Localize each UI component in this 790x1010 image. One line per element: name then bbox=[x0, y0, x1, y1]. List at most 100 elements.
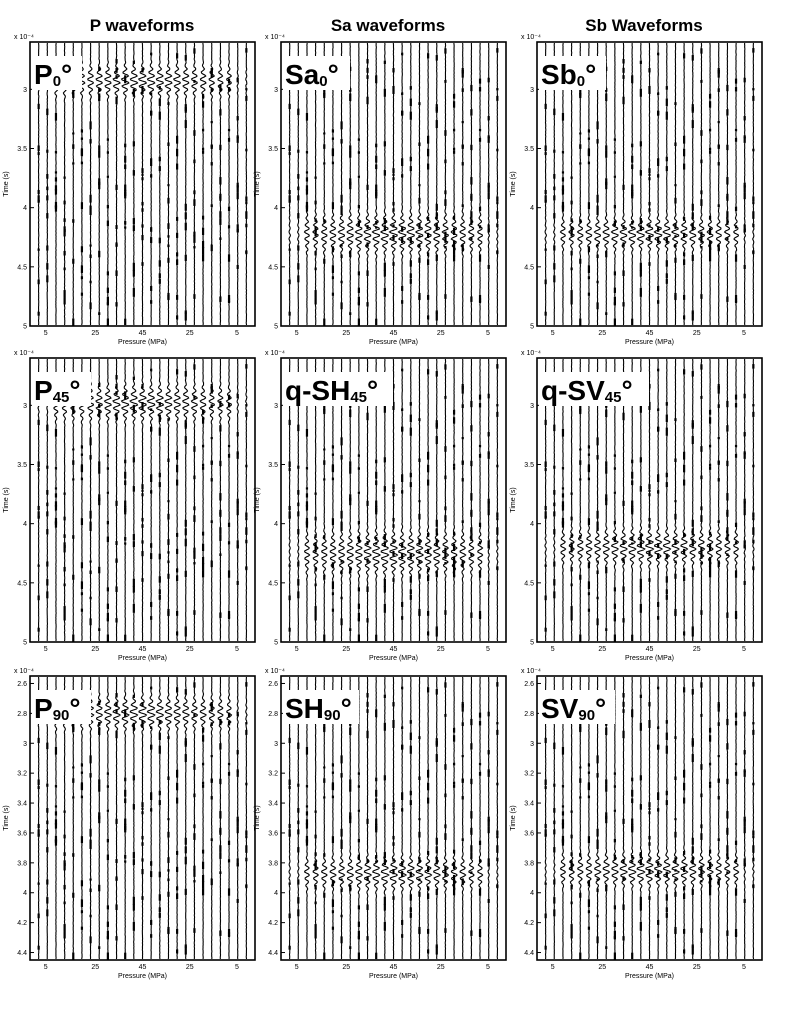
trace-sample bbox=[349, 66, 352, 71]
trace-sample bbox=[106, 138, 109, 141]
trace-sample bbox=[89, 524, 92, 531]
trace-sample bbox=[46, 490, 49, 495]
trace-sample bbox=[435, 689, 438, 695]
trace-line bbox=[208, 42, 216, 326]
trace-sample bbox=[167, 235, 170, 238]
trace-sample bbox=[80, 161, 84, 165]
trace-sample bbox=[210, 460, 213, 465]
trace-line bbox=[181, 358, 190, 642]
trace-sample bbox=[141, 493, 144, 497]
y-tick-label: 4.5 bbox=[268, 264, 278, 271]
trace-sample bbox=[227, 712, 231, 718]
trace-sample bbox=[54, 785, 58, 788]
trace-sample bbox=[297, 502, 300, 507]
trace-sample bbox=[46, 195, 49, 201]
trace-sample bbox=[631, 777, 634, 782]
trace-sample bbox=[124, 952, 127, 960]
trace-sample bbox=[639, 852, 642, 859]
trace-sample bbox=[648, 168, 651, 174]
trace-sample bbox=[418, 500, 421, 503]
trace-sample bbox=[98, 466, 101, 474]
trace-sample bbox=[691, 754, 694, 763]
trace-sample bbox=[89, 560, 92, 563]
trace-sample bbox=[305, 505, 309, 511]
trace-sample bbox=[297, 579, 300, 586]
x-tick-label: 5 bbox=[551, 964, 555, 971]
trace-sample bbox=[80, 445, 84, 449]
trace-sample bbox=[167, 857, 170, 863]
trace-sample bbox=[726, 144, 729, 151]
trace-sample bbox=[98, 812, 101, 820]
trace-sample bbox=[743, 580, 746, 585]
trace-sample bbox=[674, 257, 677, 263]
trace-sample bbox=[383, 141, 386, 147]
trace-sample bbox=[236, 816, 239, 822]
trace-sample bbox=[470, 778, 473, 785]
trace-sample bbox=[349, 812, 352, 820]
trace-sample bbox=[106, 785, 109, 788]
trace-sample bbox=[622, 818, 625, 824]
trace-sample bbox=[487, 501, 490, 509]
trace-sample bbox=[691, 626, 694, 630]
trace-sample bbox=[54, 112, 58, 121]
trace-sample bbox=[444, 793, 447, 798]
trace-sample bbox=[613, 905, 616, 910]
trace-sample bbox=[63, 613, 66, 621]
trace-sample bbox=[639, 457, 642, 463]
trace-sample bbox=[622, 558, 625, 563]
trace-sample bbox=[743, 858, 746, 867]
trace-sample bbox=[115, 96, 118, 105]
waveform-label-degree: ° bbox=[341, 693, 352, 724]
trace-line bbox=[441, 676, 450, 960]
trace-sample bbox=[201, 409, 205, 415]
trace-sample bbox=[561, 517, 565, 524]
trace-sample bbox=[613, 772, 616, 775]
trace-sample bbox=[106, 618, 109, 622]
trace-sample bbox=[124, 75, 127, 84]
trace-sample bbox=[487, 711, 490, 717]
x-tick-label: 5 bbox=[486, 330, 490, 337]
trace-sample bbox=[401, 616, 404, 620]
trace-sample bbox=[708, 466, 712, 470]
trace-sample bbox=[752, 464, 755, 468]
trace-sample bbox=[115, 558, 118, 563]
label-background bbox=[539, 56, 606, 90]
trace-line bbox=[164, 358, 173, 642]
trace-sample bbox=[418, 184, 421, 187]
trace-sample bbox=[708, 417, 712, 424]
trace-sample bbox=[487, 264, 490, 269]
trace-sample bbox=[72, 318, 75, 327]
trace-sample bbox=[553, 783, 556, 787]
trace-sample bbox=[124, 500, 127, 508]
trace-line bbox=[354, 43, 363, 326]
trace-sample bbox=[700, 869, 703, 877]
trace-sample bbox=[383, 541, 386, 548]
trace-sample bbox=[418, 197, 421, 204]
trace-sample bbox=[496, 722, 499, 725]
trace-sample bbox=[631, 823, 634, 831]
trace-sample bbox=[665, 472, 668, 478]
trace-sample bbox=[314, 545, 317, 553]
trace-sample bbox=[553, 490, 556, 495]
trace-sample bbox=[106, 204, 109, 209]
trace-sample bbox=[683, 928, 686, 934]
trace-sample bbox=[613, 151, 616, 154]
trace-sample bbox=[596, 757, 599, 764]
trace-sample bbox=[297, 275, 300, 283]
trace-sample bbox=[418, 869, 421, 872]
trace-sample bbox=[544, 311, 547, 316]
trace-sample bbox=[201, 543, 205, 551]
trace-sample bbox=[375, 318, 378, 326]
trace-sample bbox=[579, 892, 582, 898]
trace-sample bbox=[331, 161, 335, 165]
trace-sample bbox=[176, 797, 179, 804]
trace-sample bbox=[72, 162, 75, 165]
trace-sample bbox=[401, 686, 404, 690]
trace-sample bbox=[106, 612, 109, 621]
waveform-label-angle: 90 bbox=[578, 707, 595, 724]
trace-sample bbox=[631, 189, 634, 197]
trace-sample bbox=[72, 95, 75, 99]
trace-sample bbox=[106, 587, 109, 592]
trace-sample bbox=[72, 723, 75, 729]
trace-sample bbox=[553, 213, 556, 219]
